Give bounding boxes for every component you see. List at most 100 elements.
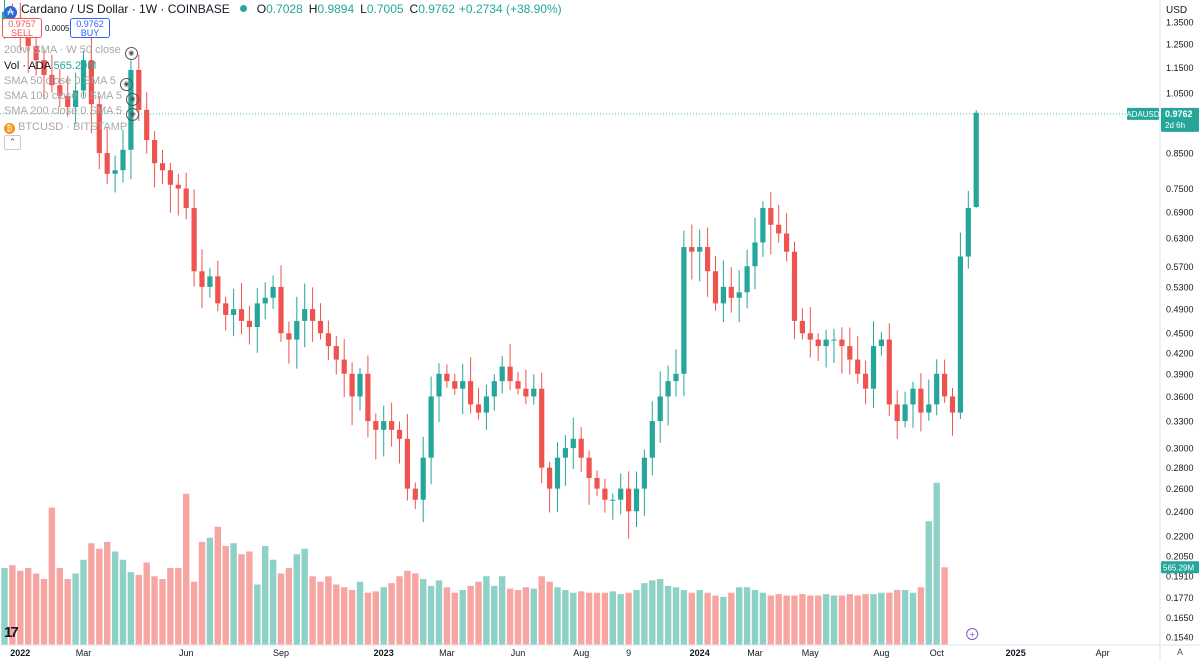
- sell-price: 0.9757: [8, 19, 36, 29]
- volume-bar: [894, 590, 901, 645]
- candle-body: [681, 247, 687, 374]
- cardano-logo-icon: ₳: [4, 6, 17, 19]
- volume-bar: [48, 507, 56, 645]
- y-tick-label: 0.6300: [1166, 233, 1194, 243]
- volume-bar: [570, 592, 577, 645]
- y-tick-label: 0.6900: [1166, 208, 1194, 218]
- y-tick-label: 0.5700: [1166, 262, 1194, 272]
- legend-sma50[interactable]: SMA 50 close 0 SMA 5 ◉: [4, 75, 133, 91]
- candle-body: [910, 388, 916, 405]
- buy-price: 0.9762: [76, 19, 104, 29]
- volume-bar: [427, 585, 435, 645]
- volume-bar: [104, 541, 111, 645]
- candle-body: [25, 32, 31, 47]
- candle-body: [736, 292, 742, 298]
- market-status-icon: [239, 5, 247, 12]
- buy-button[interactable]: 0.9762 BUY: [70, 18, 110, 38]
- candle-body: [728, 286, 734, 298]
- low-value: 0.7005: [366, 2, 404, 16]
- volume-bar: [309, 576, 316, 645]
- volume-bar: [933, 482, 940, 645]
- legend-volume[interactable]: Vol · ADA 565.29M: [4, 60, 96, 72]
- add-event-icon[interactable]: [966, 628, 979, 640]
- currency-label[interactable]: USD: [1166, 5, 1188, 16]
- candle-body: [246, 320, 252, 328]
- candle-body: [175, 184, 181, 189]
- volume-bar: [704, 592, 711, 645]
- candle-body: [602, 488, 608, 500]
- x-tick-label: 9: [626, 648, 631, 658]
- y-tick-label: 0.2800: [1166, 463, 1194, 473]
- candle-body: [539, 388, 545, 468]
- candle-body: [791, 251, 798, 321]
- tradingview-logo-icon[interactable]: 17: [4, 624, 19, 641]
- volume-bar: [593, 592, 601, 645]
- x-tick-label: 2024: [690, 648, 710, 658]
- candle-body: [104, 153, 110, 174]
- candle-body: [768, 208, 774, 225]
- legend-sma200[interactable]: SMA 200 close 0 SMA 5 ◉: [4, 105, 140, 121]
- candle-body: [491, 381, 497, 397]
- eye-off-icon[interactable]: ◉: [126, 93, 140, 106]
- volume-bar: [459, 590, 466, 645]
- y-tick-label: 1.3500: [1166, 18, 1194, 28]
- candle-body: [452, 381, 458, 389]
- symbol-title[interactable]: Cardano / US Dollar · 1W · COINBASE: [21, 2, 230, 16]
- legend-sma100[interactable]: SMA 100 close 0 SMA 5 ◉: [4, 90, 140, 106]
- eye-off-icon[interactable]: ◉: [126, 108, 140, 121]
- candle-body: [73, 90, 79, 108]
- volume-bar: [578, 591, 585, 645]
- candle-body: [610, 499, 616, 501]
- eye-off-icon[interactable]: ◉: [124, 47, 138, 60]
- volume-bar: [554, 587, 561, 645]
- volume-bar: [712, 595, 719, 645]
- volume-bar: [222, 546, 229, 645]
- candle-body: [657, 396, 663, 422]
- y-tick-label: 0.2400: [1166, 507, 1194, 517]
- candle-body: [918, 388, 924, 413]
- candle-body: [199, 271, 205, 287]
- volume-bar: [601, 592, 609, 645]
- candle-body: [578, 438, 584, 458]
- volume-bar: [791, 595, 798, 645]
- volume-bar: [767, 595, 774, 645]
- eye-off-icon[interactable]: ◉: [119, 78, 133, 91]
- candle-body: [855, 359, 861, 374]
- auto-scale-button[interactable]: A: [1177, 647, 1184, 657]
- volume-bar: [649, 580, 656, 645]
- volume-bar: [530, 588, 537, 645]
- legend-sma200w[interactable]: 200w SMA · W 50 close ◉: [4, 44, 138, 60]
- x-tick-label: Oct: [930, 648, 945, 658]
- volume-bar: [143, 562, 150, 645]
- sma100-label: SMA 100 close 0 SMA 5: [4, 90, 123, 102]
- candle-body: [499, 366, 505, 382]
- candle-body: [65, 95, 71, 108]
- x-tick-label: 2023: [374, 648, 394, 658]
- volume-bar: [341, 587, 348, 645]
- volume-bar: [96, 548, 103, 645]
- candle-body: [444, 373, 450, 382]
- volume-bar: [617, 594, 624, 645]
- volume-bar: [238, 554, 245, 645]
- collapse-legend-button[interactable]: ⌃: [4, 135, 21, 150]
- legend-btc-compare[interactable]: ₿ BTCUSD · BITSTAMP: [4, 121, 127, 134]
- volume-bar: [183, 493, 190, 645]
- candle-body: [310, 309, 316, 321]
- volume-bar: [696, 590, 703, 645]
- bitcoin-icon: ₿: [4, 123, 15, 134]
- volume-bar: [356, 581, 364, 645]
- volume-bar: [420, 579, 427, 645]
- candle-body: [594, 477, 600, 489]
- volume-bar: [325, 576, 332, 645]
- candle-body: [144, 109, 150, 141]
- spread-value: 0.0005: [45, 24, 70, 33]
- candle-body: [697, 247, 703, 252]
- candle-body: [278, 286, 284, 334]
- sell-button[interactable]: 0.9757 SELL: [2, 18, 42, 38]
- volume-bar: [728, 592, 735, 645]
- x-tick-label: Aug: [573, 648, 589, 658]
- candle-body: [120, 149, 126, 171]
- candle-body: [286, 333, 292, 340]
- candle-body: [523, 388, 529, 397]
